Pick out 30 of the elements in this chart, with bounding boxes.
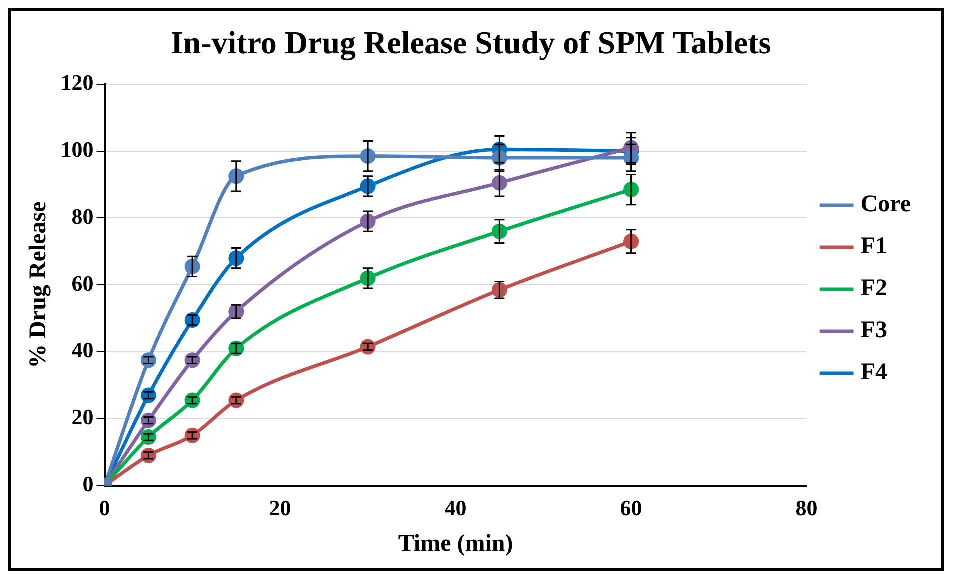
y-tick-label: 80	[72, 204, 94, 229]
point	[140, 448, 156, 464]
x-tick-label: 60	[620, 496, 642, 521]
point	[140, 412, 156, 428]
point	[140, 430, 156, 446]
point	[184, 428, 200, 444]
y-tick-label: 100	[60, 136, 94, 162]
x-tick-label: 80	[796, 496, 818, 521]
x-tick-label: 40	[444, 496, 467, 521]
point	[360, 339, 376, 355]
y-tick-label: 40	[72, 338, 94, 363]
x-axis-title: Time (min)	[398, 530, 514, 557]
y-tick-label: 120	[60, 70, 94, 96]
x-tick-label: 0	[99, 496, 110, 521]
point	[228, 392, 244, 408]
point	[184, 392, 200, 408]
legend-label: F3	[860, 318, 888, 344]
y-tick-label: 20	[72, 404, 94, 430]
y-tick-label: 60	[72, 270, 94, 296]
legend-label: Core	[860, 192, 912, 218]
point	[140, 388, 156, 404]
point	[140, 352, 156, 368]
x-tick-label: 20	[269, 496, 292, 521]
chart-title: In-vitro Drug Release Study of SPM Tablets	[170, 24, 772, 62]
y-axis-title: % Drug Release	[26, 201, 52, 368]
legend-label: F4	[860, 360, 888, 386]
point	[184, 352, 200, 368]
legend-label: F2	[860, 276, 888, 302]
legend-label: F1	[860, 234, 888, 260]
y-tick-label: 0	[82, 471, 94, 496]
